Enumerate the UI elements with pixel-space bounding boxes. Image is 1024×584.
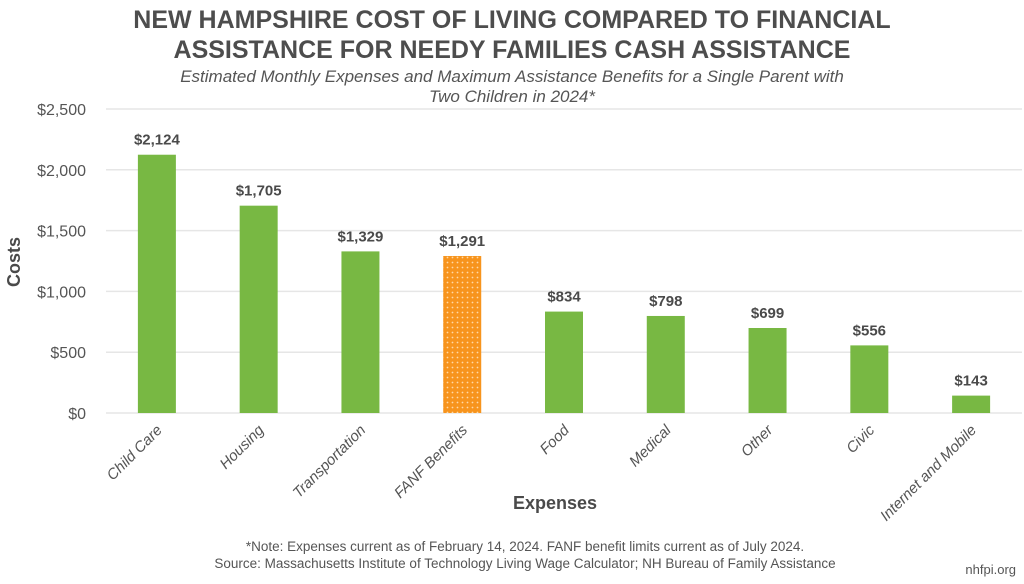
data-label: $798 xyxy=(649,293,682,310)
bar-fanf-benefits xyxy=(443,256,482,413)
bar-internet-and-mobile xyxy=(952,395,991,413)
x-axis-label: Expenses xyxy=(513,493,597,513)
x-tick-label: Transportation xyxy=(290,422,370,502)
data-label: $699 xyxy=(751,305,784,322)
y-tick-label: $2,500 xyxy=(37,102,86,119)
bar-food xyxy=(545,311,583,413)
data-label: $143 xyxy=(954,373,987,390)
x-tick-label: Child Care xyxy=(104,422,166,484)
data-labels: $2,124 $1,705 $1,329 $1,291 $834 $798 $699 $556… xyxy=(134,132,988,390)
y-axis-ticks: $0 $500 $1,000 $1,500 $2,000 $2,500 xyxy=(37,102,86,423)
y-tick-label: $0 xyxy=(68,406,86,423)
data-label: $2,124 xyxy=(134,132,181,149)
bar-housing xyxy=(239,205,278,413)
x-tick-label: Other xyxy=(738,421,777,460)
data-label: $834 xyxy=(547,289,581,306)
x-tick-label: Internet and Mobile xyxy=(877,422,980,525)
y-tick-label: $500 xyxy=(50,345,86,362)
chart-title-line-2: ASSISTANCE FOR NEEDY FAMILIES CASH ASSIS… xyxy=(173,36,851,64)
y-tick-label: $1,000 xyxy=(37,284,86,301)
chart-subtitle-line-2: Two Children in 2024* xyxy=(429,87,595,106)
chart-subtitle-line-1: Estimated Monthly Expenses and Maximum A… xyxy=(180,67,844,86)
bar-transportation xyxy=(341,251,380,413)
x-tick-label: Housing xyxy=(217,421,268,472)
data-label: $1,705 xyxy=(236,183,282,200)
y-tick-label: $2,000 xyxy=(37,163,86,180)
y-tick-label: $1,500 xyxy=(37,224,86,241)
data-label: $1,329 xyxy=(337,228,383,245)
data-label: $1,291 xyxy=(439,233,485,250)
x-tick-label: Medical xyxy=(626,421,675,470)
source-note: Source: Massachusetts Institute of Techn… xyxy=(214,556,836,571)
x-tick-label: Civic xyxy=(843,421,878,456)
bars xyxy=(137,154,991,413)
y-axis-label: Costs xyxy=(4,237,24,287)
bar-medical xyxy=(646,315,685,413)
brand-watermark: nhfpi.org xyxy=(965,562,1016,577)
bar-child-care xyxy=(137,154,176,413)
x-tick-label: FANF Benefits xyxy=(391,421,471,501)
data-label: $556 xyxy=(853,322,886,339)
bar-other xyxy=(748,328,787,413)
x-tick-label: Food xyxy=(537,421,574,458)
chart-title-line-1: NEW HAMPSHIRE COST OF LIVING COMPARED TO… xyxy=(133,6,891,34)
footnote: *Note: Expenses current as of February 1… xyxy=(245,539,805,554)
bar-civic xyxy=(850,345,889,413)
